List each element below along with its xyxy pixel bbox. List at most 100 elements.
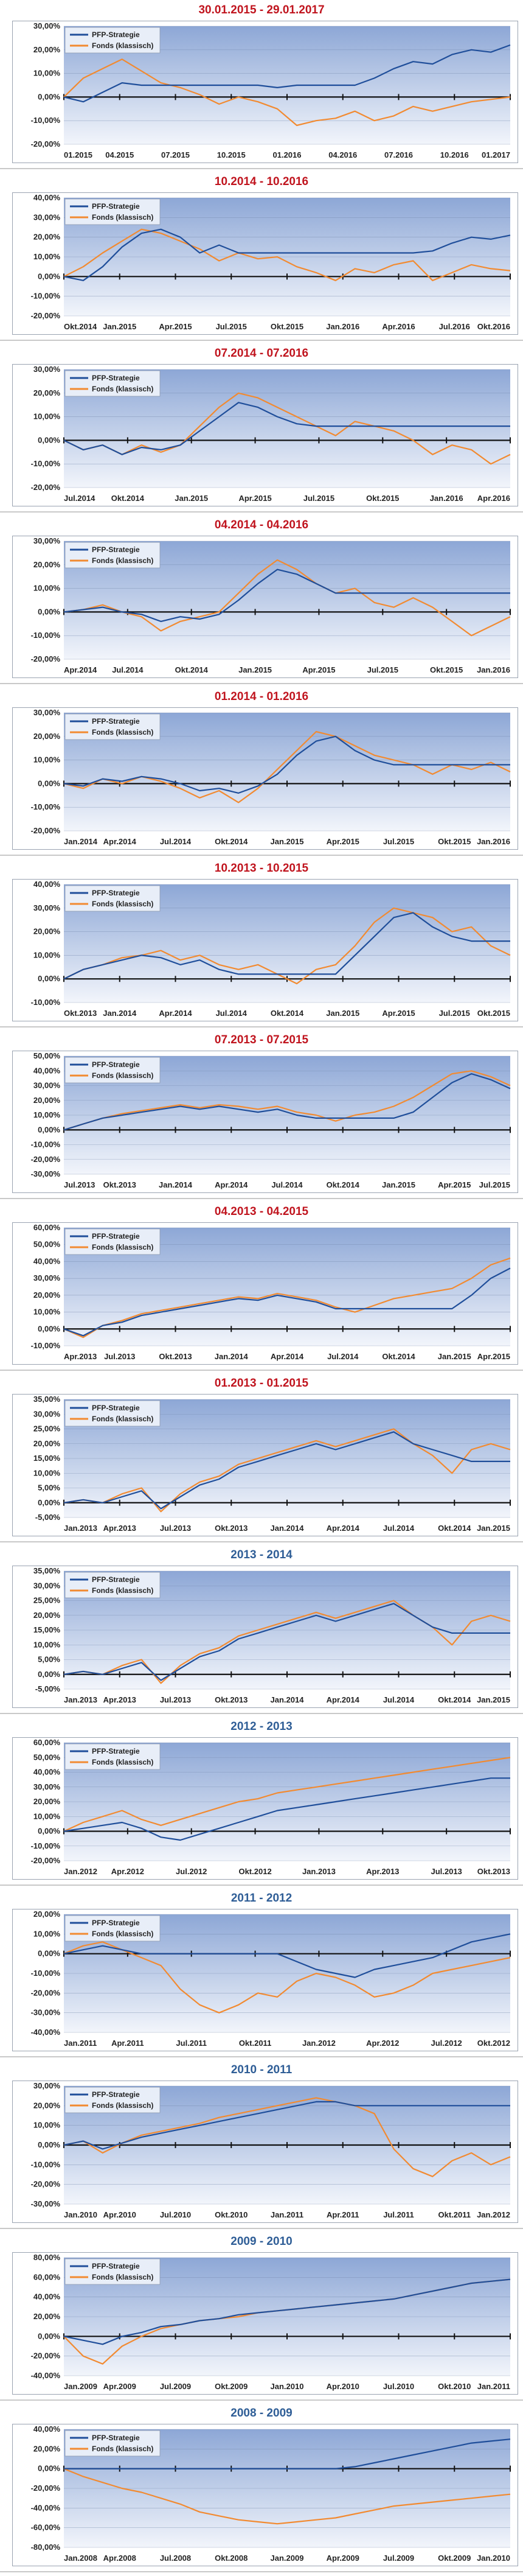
y-tick-label: 10,00% [33,1929,61,1938]
legend-label: Fonds (klassisch) [92,1243,153,1251]
x-tick-label: Okt.2015 [430,665,463,674]
x-tick-label: Jan.2015 [326,1009,359,1018]
x-tick-label: Jan.2013 [64,1695,97,1704]
x-tick-label: Apr.2013 [366,1867,399,1876]
x-tick-label: Apr.2009 [327,2553,359,2563]
legend-box [64,2258,161,2285]
y-tick-label: 30,00% [33,2081,61,2090]
x-tick-label: Jan.2016 [430,494,463,503]
y-tick-label: 20,00% [33,1611,61,1620]
x-tick-label: Jul.2013 [64,1180,95,1189]
line-chart: 50,00% 40,00% 30,00% 20,00% 10,00% 0,00% -10,0… [13,1051,518,1192]
x-tick-label: Jul.2015 [367,665,398,674]
x-tick-label: Okt.2012 [477,2039,510,2048]
chart-panel: 01.2014 - 01.2016 30,00% 20,00% 10,00% 0,00%… [0,687,523,858]
y-tick-label: 20,00% [33,2444,61,2453]
x-tick-label: Jul.2015 [439,1009,470,1018]
x-tick-label: Okt.2013 [159,1352,192,1361]
x-tick-label: Apr.2015 [382,1009,415,1018]
x-tick-label: Apr.2015 [159,322,192,331]
y-tick-label: 10,00% [33,1110,61,1119]
line-chart: 60,00% 50,00% 40,00% 30,00% 20,00% 10,00% 0,00… [13,1738,518,1879]
y-tick-label: 35,00% [33,1566,61,1575]
y-tick-label: 20,00% [33,2101,61,2110]
chart-title: 01.2013 - 01.2015 [214,1377,309,1390]
x-tick-label: Jan.2011 [477,2382,510,2391]
x-tick-label: Jan.2009 [64,2382,97,2391]
legend-label: Fonds (klassisch) [92,1071,153,1080]
legend-box [64,885,161,912]
x-tick-label: Apr.2015 [327,837,359,846]
x-tick-label: Jan.2010 [271,2382,304,2391]
series-line-fonds-klassisch [63,1941,511,2014]
x-tick-label: Okt.2015 [477,1009,510,1018]
x-tick-label: 10.2016 [440,150,469,159]
y-tick-label: 0,00% [38,1125,60,1134]
y-tick-label: 40,00% [33,1066,61,1075]
line-chart: 35,00% 30,00% 25,00% 20,00% 15,00% 10,00% 5,00… [13,1395,518,1536]
y-tick-label: 20,00% [33,1096,61,1105]
legend-label: PFP-Strategie [92,717,140,726]
legend-label: Fonds (klassisch) [92,556,153,565]
x-tick-label: 07.2015 [161,150,190,159]
chart-panel: 01.2013 - 01.2015 35,00% 30,00% 25,00% 20,00… [0,1373,523,1545]
legend-label: Fonds (klassisch) [92,1930,153,1938]
x-tick-label: Apr.2013 [64,1352,97,1361]
x-tick-label: Okt.2013 [215,1524,248,1533]
y-tick-label: 0,00% [38,1827,60,1836]
y-tick-label: 20,00% [33,1909,61,1919]
chart-panel: 30.01.2015 - 29.01.2017 30,00% 20,00% 10,00… [0,0,523,172]
x-tick-label: 04.2015 [105,150,134,159]
x-tick-label: 01.2017 [482,150,510,159]
x-tick-label: Apr.2011 [327,2210,359,2219]
y-tick-label: 15,00% [33,1625,61,1634]
y-tick-label: 30,00% [33,903,61,912]
y-tick-label: 50,00% [33,1752,61,1762]
y-tick-label: 80,00% [33,2253,61,2262]
series-line-fonds-klassisch [63,559,511,637]
y-tick-label: 30,00% [33,1581,61,1590]
y-tick-label: 20,00% [33,233,61,242]
y-tick-label: 10,00% [33,1468,61,1477]
y-tick-label: -20,00% [31,654,61,663]
chart-panel: 07.2014 - 07.2016 30,00% 20,00% 10,00% 0,00%… [0,343,523,515]
line-chart: 20,00% 10,00% 0,00% -10,00% -20,00% -30,00% -4… [13,1909,518,2051]
y-tick-label: -20,00% [31,1856,61,1865]
x-tick-label: Jan.2015 [175,494,208,503]
series-line-fonds-klassisch [63,1600,511,1684]
x-tick-label: Jan.2015 [382,1180,415,1189]
y-tick-label: 40,00% [33,2424,61,2434]
series-line-pfp-strategie [63,1603,510,1681]
y-tick-label: 10,00% [33,1640,61,1649]
y-tick-label: 35,00% [33,1395,61,1404]
series-line-fonds-klassisch [63,228,511,281]
y-tick-label: -10,00% [31,1341,61,1350]
y-tick-label: 0,00% [38,779,60,788]
panel-divider [0,683,523,684]
chart-title: 2012 - 2013 [230,1720,293,1733]
y-tick-label: 20,00% [33,560,61,569]
legend: PFP-Strategie Fonds (klassisch) [64,2087,161,2113]
chart-title: 04.2014 - 04.2016 [214,519,309,531]
x-tick-label: Okt.2008 [215,2553,248,2563]
x-tick-label: Jan.2013 [64,1524,97,1533]
x-tick-label: 01.2016 [273,150,302,159]
series-line-pfp-strategie [63,1073,511,1131]
x-tick-label: Jan.2015 [238,665,272,674]
y-tick-label: 40,00% [33,193,61,202]
y-tick-label: 50,00% [33,1240,61,1249]
x-tick-label: Jan.2015 [477,1524,510,1533]
chart-area: 60,00% 50,00% 40,00% 30,00% 20,00% 10,00% 0,00… [12,1737,518,1880]
x-tick-label: Jul.2011 [383,2210,414,2219]
x-tick-label: Okt.2013 [103,1180,136,1189]
line-chart: 35,00% 30,00% 25,00% 20,00% 15,00% 10,00% 5,00… [13,1566,518,1707]
legend-label: PFP-Strategie [92,2090,140,2099]
chart-area: 35,00% 30,00% 25,00% 20,00% 15,00% 10,00% 5,00… [12,1394,518,1536]
chart-panel: 04.2013 - 04.2015 60,00% 50,00% 40,00% 30,00… [0,1202,523,1373]
series-line-pfp-strategie [64,2438,511,2469]
x-tick-label: Jul.2013 [160,1695,191,1704]
x-tick-label: Apr.2012 [111,1867,144,1876]
x-tick-label: Jul.2010 [160,2210,191,2219]
x-tick-label: Apr.2014 [271,1352,304,1361]
series-line-pfp-strategie [63,1777,510,1841]
